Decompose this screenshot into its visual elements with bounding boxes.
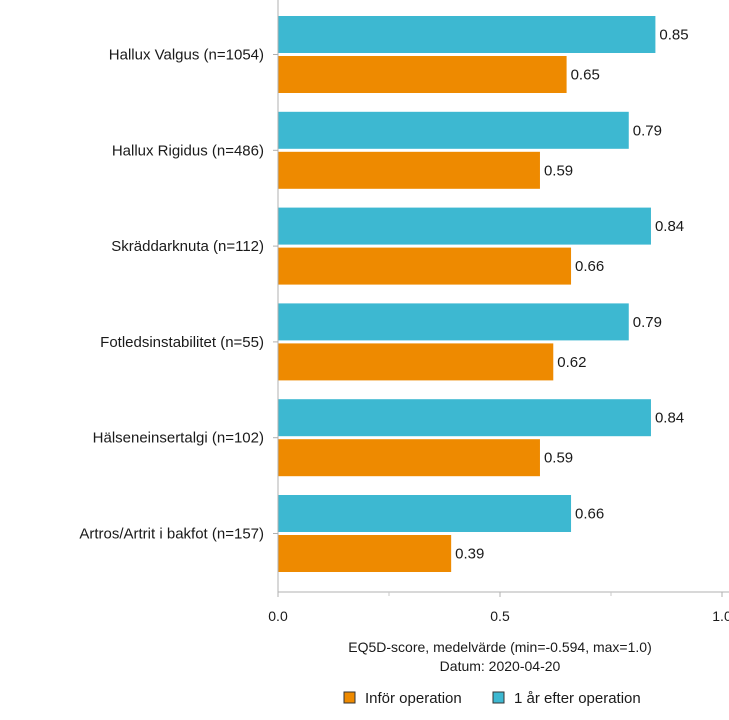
x-ticks: 0.0 0.5 1.0 xyxy=(268,592,729,624)
value-label-before-3: 0.62 xyxy=(557,354,586,371)
value-label-before-5: 0.39 xyxy=(455,546,484,563)
value-label-before-0: 0.65 xyxy=(571,67,600,84)
legend-label-0: Inför operation xyxy=(365,690,462,707)
value-label-after-3: 0.79 xyxy=(633,314,662,331)
category-label-5: Artros/Artrit i bakfot (n=157) xyxy=(79,526,264,543)
bar-before-5 xyxy=(278,535,452,572)
bar-before-0 xyxy=(278,56,567,93)
x-tick-label-0: 0.0 xyxy=(268,608,288,624)
bar-before-1 xyxy=(278,151,540,189)
value-label-after-4: 0.84 xyxy=(655,410,684,427)
legend: Inför operation 1 år efter operation xyxy=(343,690,641,707)
value-label-before-4: 0.59 xyxy=(544,450,573,467)
value-labels: 0.85 0.65 0.79 0.59 0.84 0.66 0.79 0.62 0.84 0.59… xyxy=(455,27,688,563)
bar-after-1 xyxy=(278,111,629,149)
bar-after-2 xyxy=(278,207,651,245)
bar-after-5 xyxy=(278,495,572,532)
legend-swatch-1 xyxy=(492,691,505,704)
chart-date-subtitle: Datum: 2020-04-20 xyxy=(440,658,561,674)
bar-after-0 xyxy=(278,16,656,53)
value-label-after-0: 0.85 xyxy=(659,27,688,44)
value-label-before-1: 0.59 xyxy=(544,162,573,179)
legend-swatch-0 xyxy=(343,691,356,704)
bar-before-3 xyxy=(278,343,554,381)
legend-label-1: 1 år efter operation xyxy=(514,690,641,707)
category-label-1: Hallux Rigidus (n=486) xyxy=(112,142,264,159)
value-label-before-2: 0.66 xyxy=(575,258,604,275)
category-label-3: Fotledsinstabilitet (n=55) xyxy=(100,334,264,351)
x-tick-label-1: 0.5 xyxy=(490,608,510,624)
category-labels: Hallux Valgus (n=1054) Hallux Rigidus (n=… xyxy=(79,47,278,543)
category-label-0: Hallux Valgus (n=1054) xyxy=(109,47,264,64)
category-label-2: Skräddarknuta (n=112) xyxy=(111,238,264,255)
value-label-after-1: 0.79 xyxy=(633,122,662,139)
category-label-4: Hälseneinsertalgi (n=102) xyxy=(93,430,264,447)
bar-after-3 xyxy=(278,303,629,341)
bars-layer xyxy=(278,16,656,572)
bar-before-2 xyxy=(278,247,572,285)
axes-layer: 0.0 0.5 1.0 xyxy=(268,0,729,624)
bar-before-4 xyxy=(278,439,540,477)
x-tick-label-2: 1.0 xyxy=(712,608,729,624)
x-axis-title: EQ5D-score, medelvärde (min=-0.594, max=… xyxy=(348,639,651,655)
value-label-after-2: 0.84 xyxy=(655,218,684,235)
value-label-after-5: 0.66 xyxy=(575,506,604,523)
bar-after-4 xyxy=(278,399,651,437)
